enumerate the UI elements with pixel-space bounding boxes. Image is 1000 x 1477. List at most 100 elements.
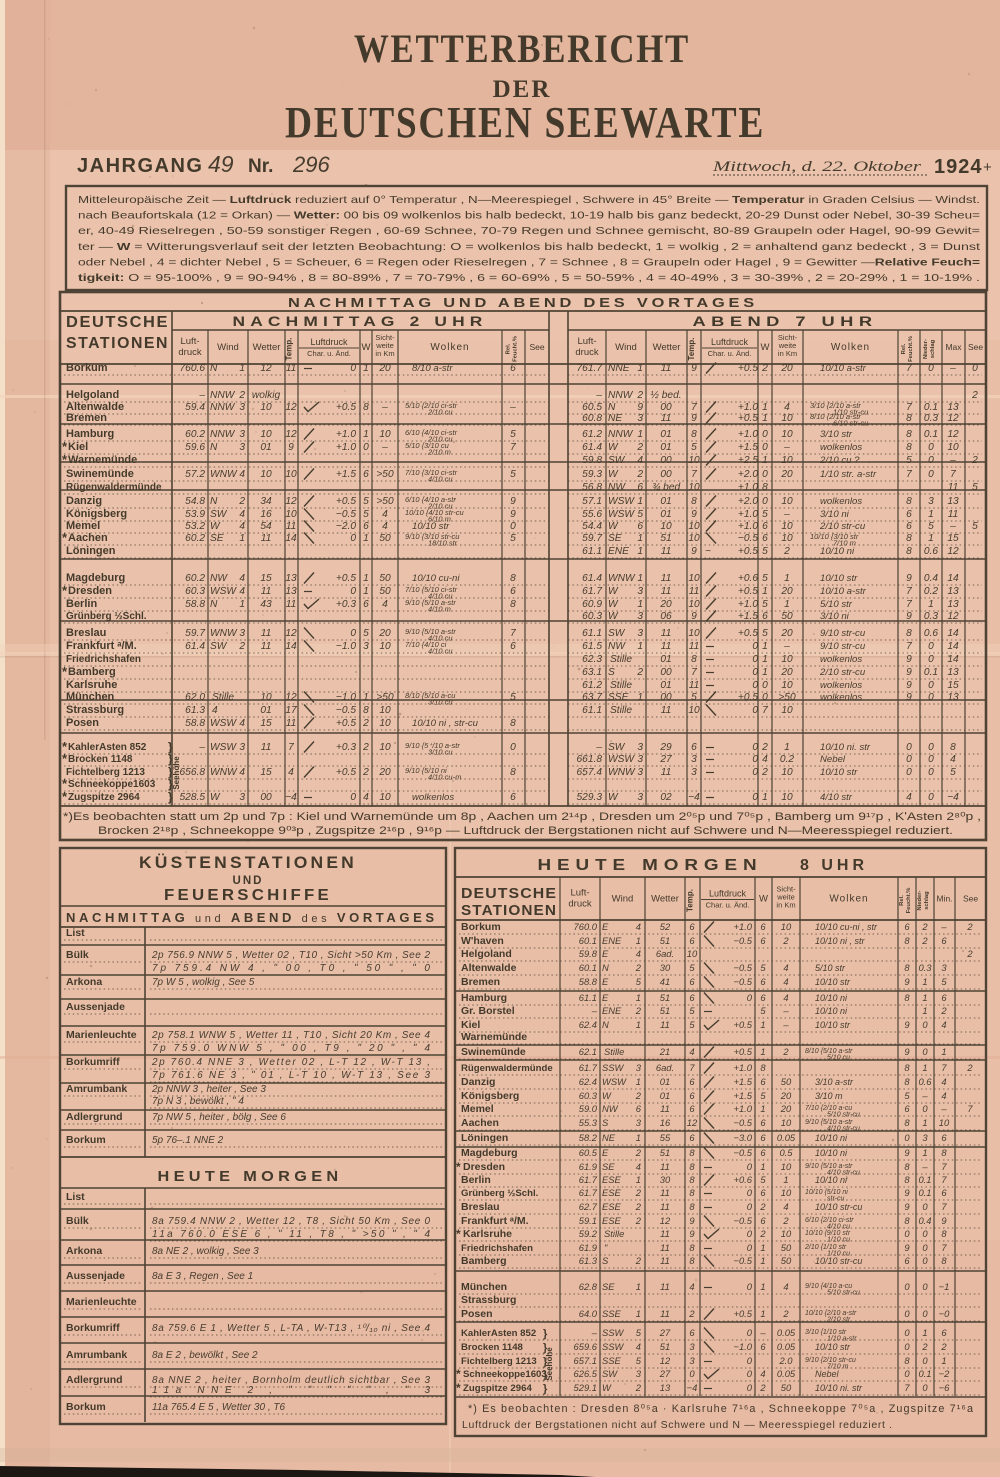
svg-text:5: 5 [689,962,695,973]
svg-text:JAHRGANG: JAHRGANG [77,155,203,177]
svg-text:–: – [381,402,388,413]
svg-text:ter — W = Witterungsverlauf: ter — W = Witterungsverlauf seit der let… [78,242,980,253]
svg-text:1: 1 [922,1117,927,1128]
svg-text:0: 0 [510,742,516,753]
svg-text:8: 8 [941,1147,947,1158]
svg-text:0.1: 0.1 [918,1174,931,1185]
svg-text:10/10 str: 10/10 str [815,1020,851,1030]
svg-text:528.5: 528.5 [180,792,206,803]
svg-text:7p NW 5 , heiter , bölg ,: 7p NW 5 , heiter , bölg , See 6 [152,1112,286,1123]
svg-text:01: 01 [260,442,271,453]
svg-text:Danzig: Danzig [66,495,102,507]
svg-text:E: E [602,1147,609,1158]
svg-text:9: 9 [637,402,643,413]
svg-text:0.6: 0.6 [924,628,938,639]
svg-text:0: 0 [689,1368,695,1379]
svg-text:9: 9 [904,976,910,987]
svg-text:0: 0 [762,496,768,507]
svg-text:}: } [543,1342,548,1354]
svg-text:3/10 a-str: 3/10 a-str [815,1077,854,1087]
svg-text:2p 756.9 NNW 5 , Wetter 02: 2p 756.9 NNW 5 , Wetter 02 , T10 , Sicht… [151,950,430,961]
svg-text:}: } [543,1328,548,1340]
svg-text:7: 7 [941,1201,947,1212]
svg-text:7: 7 [906,599,912,610]
svg-text:½ bed.: ½ bed. [650,390,681,401]
svg-text:−0.5: −0.5 [733,976,752,987]
svg-text:01: 01 [660,442,671,453]
svg-text:+0.5: +0.5 [738,413,758,424]
svg-text:Bülk: Bülk [66,1215,89,1227]
svg-text:0: 0 [510,521,516,532]
svg-text:62.7: 62.7 [579,1201,598,1212]
svg-text:0.6: 0.6 [924,546,938,557]
svg-text:Luftdruck: Luftdruck [711,337,749,347]
svg-text:4: 4 [783,1201,788,1212]
svg-text:2: 2 [921,935,928,946]
svg-text:2: 2 [635,1382,642,1393]
svg-text:0: 0 [906,767,912,778]
svg-text:DER: DER [493,76,552,103]
svg-text:1: 1 [636,992,641,1003]
svg-text:13: 13 [285,573,297,584]
svg-text:9/10 {5/10 ni: 9/10 {5/10 ni [405,766,447,775]
svg-text:WNW: WNW [210,628,238,639]
svg-text:4/10 cu: 4/10 cu [827,1224,850,1231]
svg-text:54: 54 [260,521,272,532]
svg-text:59.6: 59.6 [185,442,205,453]
svg-text:3: 3 [637,792,643,803]
svg-text:5: 5 [928,521,934,532]
svg-text:Brocken 2¹⁸p , Schneekoppe 9⁰: Brocken 2¹⁸p , Schneekoppe 9⁰³p , Zugspi… [98,825,953,837]
svg-text:NNW: NNW [608,429,634,440]
svg-text:4: 4 [239,586,245,597]
svg-text:0: 0 [904,1327,910,1338]
svg-text:1: 1 [760,1046,765,1057]
svg-text:4/10 cu: 4/10 cu [428,475,453,484]
svg-text:*: * [62,739,68,754]
svg-text:6: 6 [941,1187,947,1198]
svg-text:10/10 str-cu: 10/10 str-cu [815,1202,862,1212]
svg-text:10: 10 [688,628,700,639]
svg-text:4: 4 [941,1019,946,1030]
svg-text:4/10 m: 4/10 m [428,605,451,614]
svg-text:14: 14 [947,628,959,639]
svg-text:8 UHR: 8 UHR [800,857,868,874]
svg-text:61.1: 61.1 [582,705,602,716]
svg-text:9: 9 [906,611,912,622]
svg-text:5: 5 [760,1090,766,1101]
svg-text:8: 8 [904,935,910,946]
svg-text:1: 1 [637,496,643,507]
svg-text:SSE: SSE [608,692,629,703]
svg-text:N: N [210,599,218,610]
svg-text:+1.0: +1.0 [733,1103,752,1114]
svg-text:7/10 {4/10 ci: 7/10 {4/10 ci [405,640,447,649]
svg-text:5: 5 [691,692,697,703]
svg-text:S: S [602,1117,609,1128]
svg-text:4: 4 [363,792,369,803]
svg-text:10: 10 [781,1187,792,1198]
svg-text:Wind: Wind [217,342,239,353]
svg-text:–: – [595,742,602,753]
svg-text:0: 0 [928,641,934,652]
svg-text:8: 8 [691,429,697,440]
svg-text:KahlerAsten 852: KahlerAsten 852 [461,1328,536,1339]
svg-text:18/10 str: 18/10 str [428,539,458,548]
svg-text:Feucht.%: Feucht.% [513,336,519,362]
svg-text:9: 9 [906,680,912,691]
svg-text:2: 2 [940,1005,947,1016]
svg-text:01: 01 [660,654,671,665]
svg-text:8a E 2 , bewölkt , See 2: 8a E 2 , bewölkt , See 2 [152,1350,258,1361]
svg-text:4: 4 [762,754,768,765]
svg-text:DEUTSCHE: DEUTSCHE [461,886,557,902]
svg-text:8: 8 [904,1215,910,1226]
svg-text:8: 8 [906,496,912,507]
svg-text:10: 10 [688,455,700,466]
svg-text:13: 13 [660,1382,671,1393]
svg-text:1: 1 [636,1281,641,1292]
svg-text:02: 02 [660,792,672,803]
svg-text:+2.5: +2.5 [738,455,758,466]
svg-text:+1.5: +1.5 [733,1090,752,1101]
svg-text:Adlergrund: Adlergrund [66,1374,123,1386]
svg-text:−0.5: −0.5 [733,962,752,973]
svg-text:−4: −4 [687,1382,698,1393]
svg-text:druck: druck [178,347,201,358]
